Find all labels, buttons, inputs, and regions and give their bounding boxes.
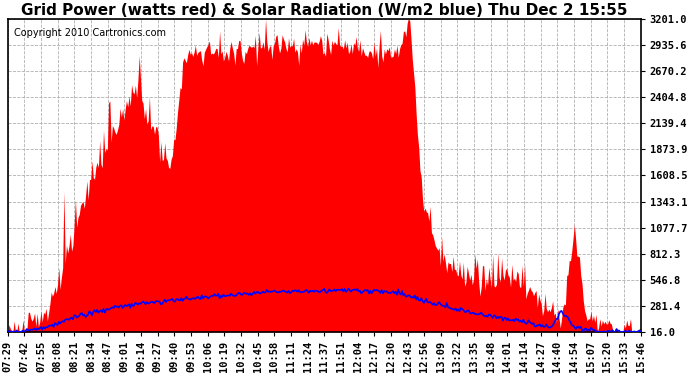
Title: Grid Power (watts red) & Solar Radiation (W/m2 blue) Thu Dec 2 15:55: Grid Power (watts red) & Solar Radiation…: [21, 3, 627, 18]
Text: Copyright 2010 Cartronics.com: Copyright 2010 Cartronics.com: [14, 28, 166, 38]
